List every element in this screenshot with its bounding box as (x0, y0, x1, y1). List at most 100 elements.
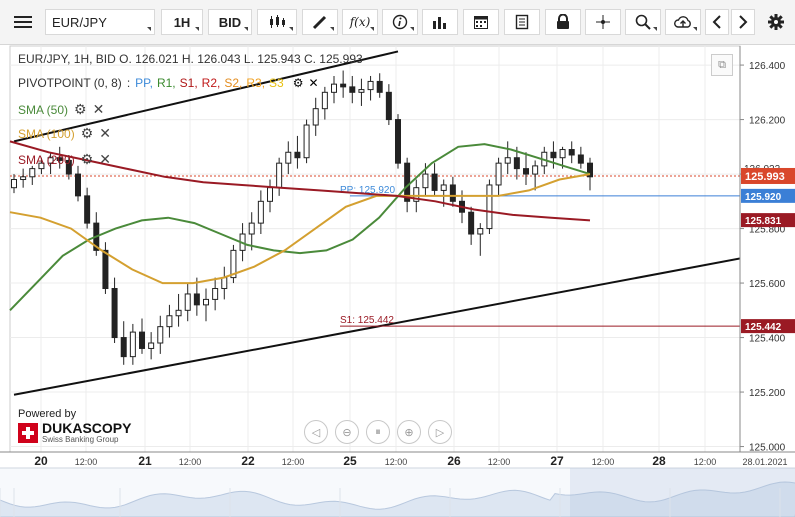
time-tick-label: 26 (447, 454, 461, 468)
pivot-item-label: S2, (224, 76, 243, 90)
candle-body (477, 228, 484, 235)
share-button[interactable] (665, 9, 701, 35)
candle-body (376, 80, 383, 93)
price-tick-label: 125.800 (749, 225, 786, 236)
pivot-item-label: R2, (201, 76, 221, 90)
candle-body (504, 157, 511, 164)
brand-subtitle: Swiss Banking Group (42, 435, 119, 444)
time-tick-label: 12:00 (179, 457, 202, 467)
scroll-left-button[interactable] (705, 9, 729, 35)
price-type-selector[interactable]: BID (208, 9, 252, 35)
timeframe-selector[interactable]: 1H (161, 9, 203, 35)
powered-by-text: Powered by (18, 408, 77, 420)
candle-body (358, 89, 365, 93)
pivot-remove-icon[interactable]: ✕ (308, 76, 319, 90)
candle-body (550, 151, 557, 159)
candle-body (38, 162, 45, 170)
calendar-button[interactable] (463, 9, 499, 35)
time-tick-label: 12:00 (592, 457, 615, 467)
sma100-indicator-row: SMA (100) ⚙ ✕ (18, 125, 111, 142)
zoom-icon (635, 14, 651, 30)
candle-body (193, 293, 200, 306)
sma200-settings-icon[interactable]: ⚙ (80, 151, 94, 167)
scroll-right-button[interactable] (731, 9, 755, 35)
candle-body (221, 277, 228, 290)
time-tick-label: 28 (652, 454, 666, 468)
candle-body (20, 176, 27, 181)
crosshair-button[interactable] (585, 9, 621, 35)
chevron-left-icon (712, 15, 721, 29)
expand-icon: ⧉ (718, 58, 726, 71)
expand-button[interactable]: ⧉ (711, 54, 733, 76)
pivot-items: PP, R1, S1, R2, S2, R3, S3 (135, 76, 288, 90)
document-icon (515, 14, 529, 30)
candle-body (248, 222, 255, 235)
time-tick-label: 12:00 (694, 457, 717, 467)
candle-body (568, 149, 575, 156)
info-icon (392, 14, 408, 30)
time-tick-label: 12:00 (282, 457, 305, 467)
pivot-levels: PP: 125.920 S1: 125.442 (10, 175, 740, 327)
time-tick-label: 12:00 (385, 457, 408, 467)
candle-body (102, 249, 109, 290)
sma-line (9, 140, 591, 222)
crosshair-icon (596, 15, 610, 29)
report-button[interactable] (504, 9, 540, 35)
sma-lines (9, 140, 591, 311)
pen-icon (312, 15, 327, 30)
settings-button[interactable] (762, 9, 790, 35)
sma50-settings-icon[interactable]: ⚙ (74, 101, 87, 117)
time-tick-label: 22 (241, 454, 255, 468)
price-type-label: BID (218, 14, 242, 30)
candle-body (495, 162, 502, 186)
time-tick-label: 27 (550, 454, 564, 468)
volume-button[interactable] (422, 9, 458, 35)
candle-body (468, 211, 475, 235)
symbol-selector[interactable]: EUR/JPY (45, 9, 155, 35)
price-axis-bg (740, 46, 795, 452)
sma100-settings-icon[interactable]: ⚙ (80, 125, 94, 141)
candle-body (532, 165, 539, 175)
chevron-right-icon (739, 15, 748, 29)
info-button[interactable] (382, 9, 418, 35)
reset-button[interactable]: ⏸ (366, 420, 390, 444)
zoom-out-button[interactable]: ⊖ (335, 420, 359, 444)
gear-icon (768, 14, 784, 30)
candle-body (312, 108, 319, 126)
time-tick-label: 12:00 (488, 457, 511, 467)
candle-body (11, 179, 17, 189)
last-price-tag (741, 167, 795, 184)
candle-body (148, 342, 155, 349)
pivot-item-label: R3, (246, 76, 266, 90)
time-tick-label: 20 (34, 454, 48, 468)
chart-type-button[interactable] (257, 9, 297, 35)
function-icon: f(x) (349, 15, 371, 29)
nav-forward-button[interactable]: ▷ (428, 420, 452, 444)
menu-button[interactable] (8, 9, 38, 35)
price-tick-label: 125.400 (749, 334, 786, 345)
nav-back-button[interactable]: ◁ (304, 420, 328, 444)
indicators-button[interactable]: f(x) (342, 9, 378, 35)
lock-button[interactable] (545, 9, 581, 35)
reset-icon: ⏸ (375, 425, 381, 438)
candle-body (175, 309, 182, 317)
bar-chart-icon (433, 17, 446, 29)
zoom-in-button[interactable]: ⊕ (397, 420, 421, 444)
pivot-settings-icon[interactable]: ⚙ (292, 76, 304, 90)
candle-body (523, 168, 529, 175)
candle-body (331, 83, 337, 93)
zoom-button[interactable] (625, 9, 661, 35)
navigator (0, 467, 795, 517)
sma200-remove-icon[interactable]: ✕ (99, 151, 111, 167)
cloud-upload-icon (674, 16, 691, 28)
toolbar: EUR/JPY 1H BID f(x) (0, 0, 795, 45)
last-price-value: 125.993 (745, 171, 785, 183)
sma50-remove-icon[interactable]: ✕ (92, 101, 105, 117)
draw-button[interactable] (302, 9, 338, 35)
pivot-item-label: S1, (179, 76, 198, 90)
trendline (13, 50, 399, 143)
sma100-remove-icon[interactable]: ✕ (99, 125, 111, 141)
candle-body (367, 80, 374, 91)
sma50-indicator-row: SMA (50) ⚙ ✕ (18, 101, 104, 118)
